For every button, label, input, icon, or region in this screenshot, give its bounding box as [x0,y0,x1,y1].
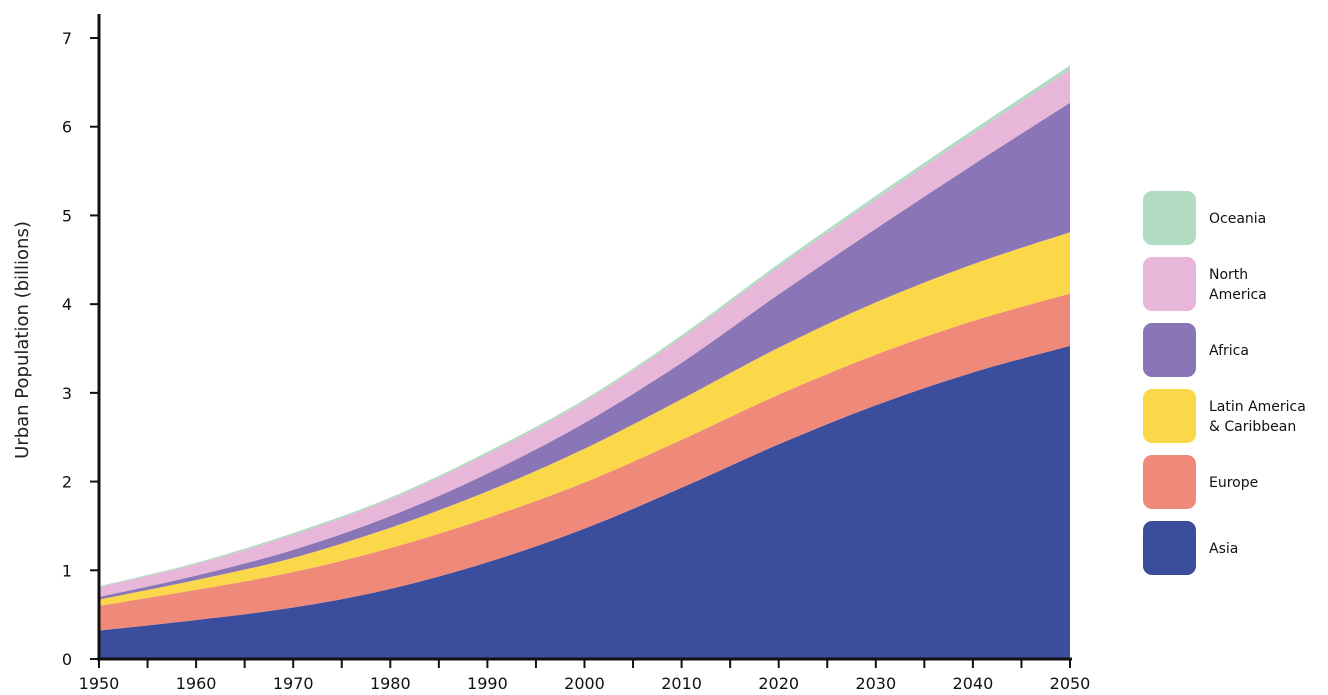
y-tick-label: 7 [62,29,72,48]
legend-label: Latin America & Caribbean [1209,399,1306,435]
y-axis-ticks: 0 1 2 3 4 5 6 7 [62,29,99,669]
x-tick-label: 1950 [79,674,120,693]
legend-label: Asia [1209,541,1238,557]
x-axis-ticks: 1950 1960 1970 1980 1990 2000 2010 2020 2030 2040… [79,659,1091,693]
legend-item-europe: Europe [1143,455,1258,509]
legend-label: Oceania [1209,211,1266,227]
y-tick-label: 2 [62,473,72,492]
legend-item-north-america: North America [1143,257,1267,311]
legend-swatch [1143,191,1196,245]
legend-label: Africa [1209,343,1249,359]
x-tick-label: 2040 [953,674,994,693]
legend-swatch [1143,521,1196,575]
area-latin-america-caribbean [99,232,1070,606]
x-tick-label: 2030 [855,674,896,693]
legend: Oceania North America Africa Latin America & … [1143,191,1306,575]
y-tick-label: 5 [62,206,72,225]
stacked-areas [99,65,1070,659]
x-tick-label: 1960 [176,674,217,693]
y-tick-label: 0 [62,650,72,669]
y-tick-label: 6 [62,118,72,137]
legend-label: North America [1209,267,1267,303]
x-tick-label: 1990 [467,674,508,693]
area-europe [99,293,1070,631]
y-tick-label: 1 [62,561,72,580]
legend-swatch [1143,389,1196,443]
y-tick-label: 4 [62,295,72,314]
legend-swatch [1143,257,1196,311]
x-tick-label: 2000 [564,674,605,693]
y-tick-label: 3 [62,384,72,403]
legend-item-oceania: Oceania [1143,191,1266,245]
x-tick-label: 1970 [273,674,314,693]
y-axis-title: Urban Population (billions) [12,221,33,459]
x-tick-label: 2050 [1050,674,1091,693]
x-tick-label: 1980 [370,674,411,693]
x-tick-label: 2010 [661,674,702,693]
legend-swatch [1143,455,1196,509]
legend-item-africa: Africa [1143,323,1249,377]
legend-label: Europe [1209,475,1258,491]
legend-swatch [1143,323,1196,377]
legend-item-latin-america-caribbean: Latin America & Caribbean [1143,389,1306,443]
area-asia [99,345,1070,659]
x-tick-label: 2020 [758,674,799,693]
legend-item-asia: Asia [1143,521,1238,575]
